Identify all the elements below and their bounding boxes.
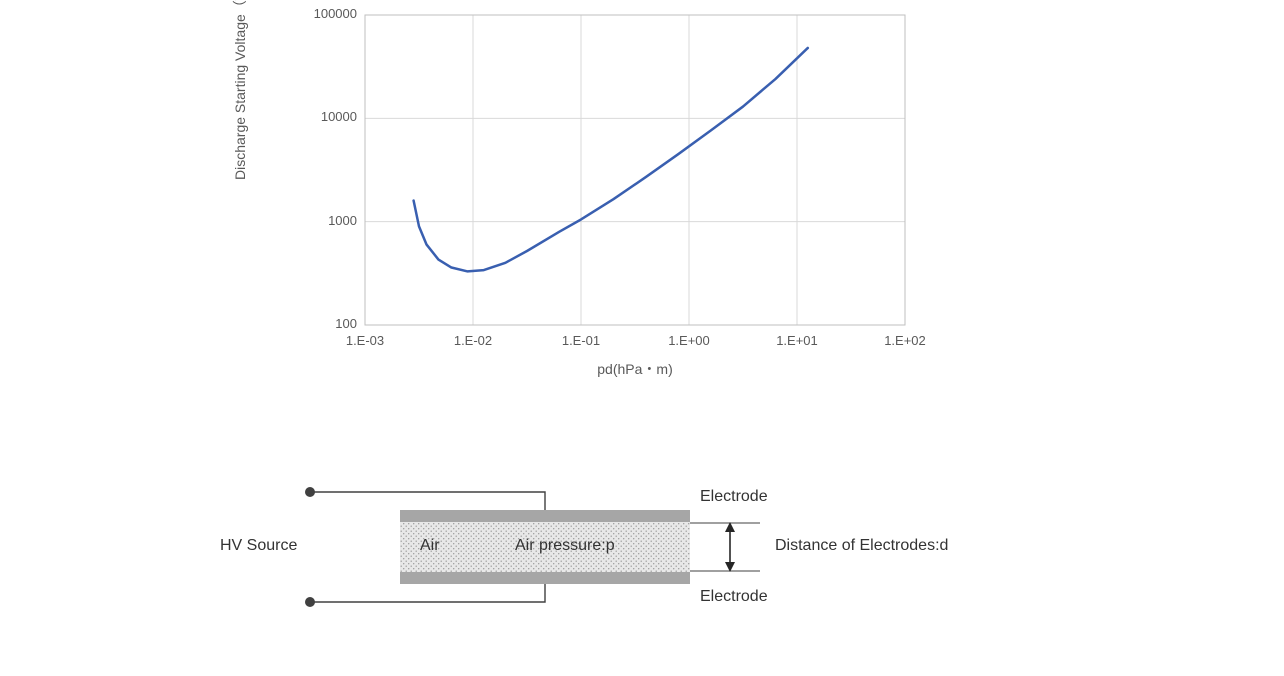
electrode-diagram: HV Source Air Air pressure:p Electrode E… — [250, 450, 1030, 660]
chart-x-tick: 1.E-02 — [447, 333, 499, 348]
chart-x-tick: 1.E+01 — [771, 333, 823, 348]
label-air: Air — [420, 537, 440, 555]
chart-y-axis-label: Discharge Starting Voltage（V） — [230, 0, 250, 180]
paschen-chart — [270, 0, 930, 373]
chart-y-tick: 100 — [335, 316, 357, 331]
chart-y-tick: 1000 — [328, 213, 357, 228]
label-air-pressure: Air pressure:p — [515, 537, 615, 555]
page-root: Discharge Starting Voltage（V） pd(hPa・m) … — [0, 0, 1284, 676]
chart-x-tick: 1.E+02 — [879, 333, 931, 348]
chart-y-tick: 100000 — [314, 6, 357, 21]
chart-y-tick: 10000 — [321, 109, 357, 124]
label-electrode-top: Electrode — [700, 488, 768, 506]
diagram-svg — [250, 450, 1030, 660]
label-electrode-bot: Electrode — [700, 588, 768, 606]
label-hv-source: HV Source — [220, 537, 297, 555]
chart-x-tick: 1.E-01 — [555, 333, 607, 348]
label-distance: Distance of Electrodes:d — [775, 537, 948, 555]
chart-svg — [270, 0, 930, 370]
chart-x-tick: 1.E-03 — [339, 333, 391, 348]
chart-x-axis-label: pd(hPa・m) — [365, 359, 905, 379]
chart-x-tick: 1.E+00 — [663, 333, 715, 348]
